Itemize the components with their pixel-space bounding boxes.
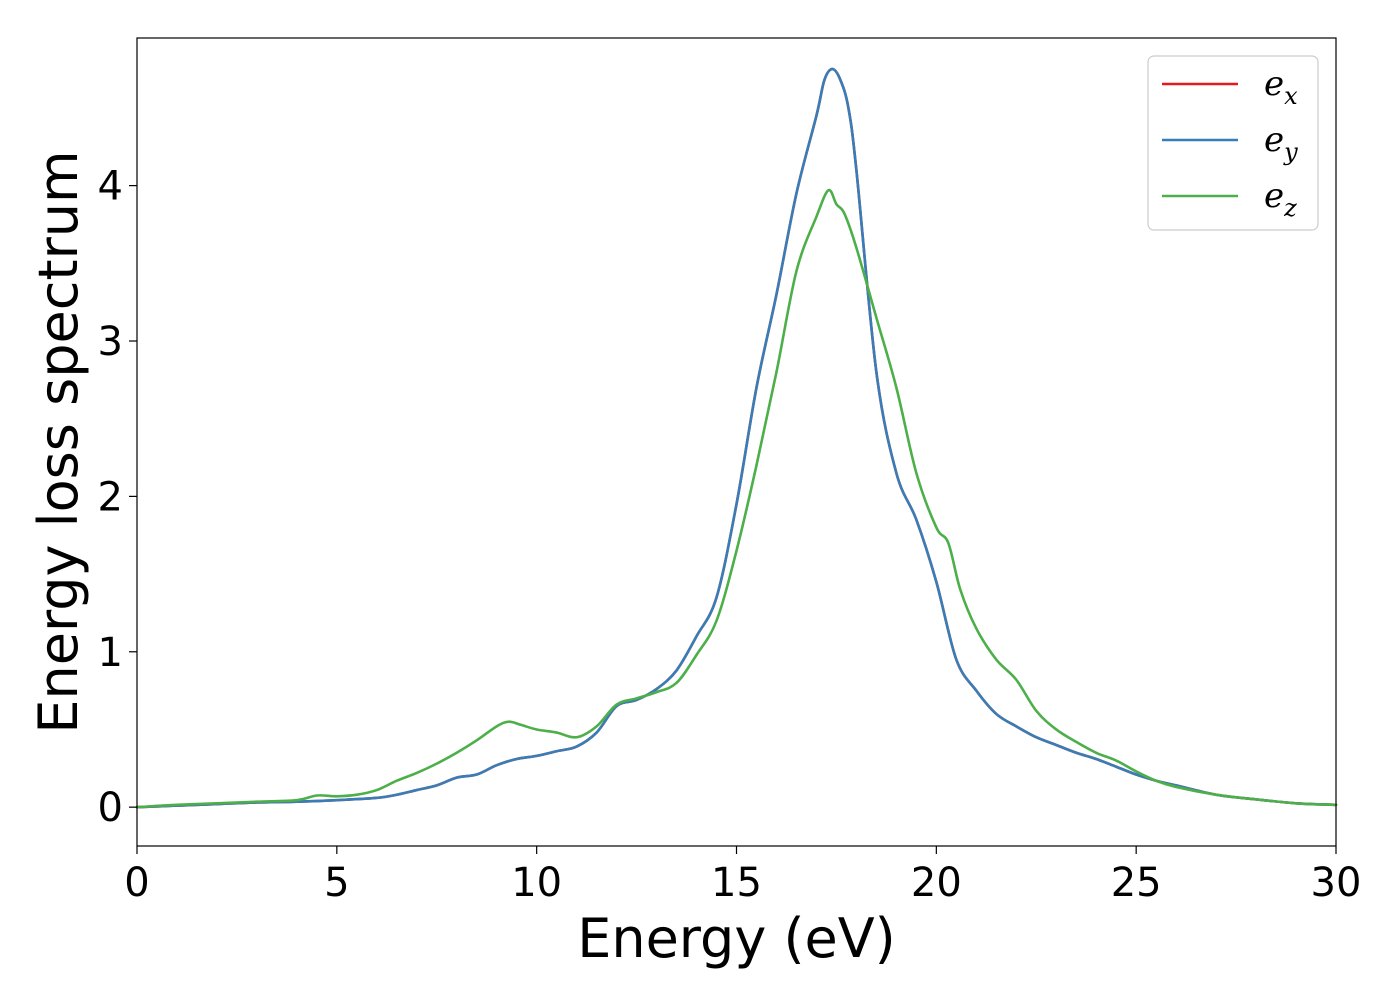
x-tick-label: 15 bbox=[711, 860, 762, 906]
y-axis-ticks: 0 1 2 3 4 bbox=[98, 164, 137, 831]
x-axis-ticks: 0 5 10 15 20 25 30 bbox=[124, 846, 1361, 906]
x-tick-label: 25 bbox=[1111, 860, 1162, 906]
legend-label-e-y: ey bbox=[1264, 120, 1298, 166]
y-tick-label: 2 bbox=[98, 474, 123, 520]
legend-label-e-x: ex bbox=[1264, 64, 1298, 110]
x-tick-label: 20 bbox=[911, 860, 962, 906]
series-layer bbox=[135, 67, 1338, 809]
x-tick-label: 10 bbox=[511, 860, 562, 906]
y-tick-label: 1 bbox=[98, 630, 123, 676]
legend-label-e-z: ez bbox=[1264, 176, 1297, 222]
y-tick-label: 4 bbox=[98, 164, 123, 210]
x-tick-label: 30 bbox=[1311, 860, 1362, 906]
x-tick-label: 0 bbox=[124, 860, 149, 906]
y-tick-label: 0 bbox=[98, 785, 123, 831]
legend: ex ey ez bbox=[1147, 55, 1319, 231]
legend-box bbox=[1147, 55, 1319, 231]
y-tick-label: 3 bbox=[98, 319, 123, 365]
plot-area bbox=[137, 38, 1336, 846]
x-axis-title: Energy (eV) bbox=[577, 907, 896, 970]
series-line-e-z bbox=[135, 188, 1338, 809]
y-axis-title: Energy loss spectrum bbox=[27, 150, 90, 733]
series-line-e-y bbox=[135, 67, 1338, 809]
x-tick-label: 5 bbox=[324, 860, 349, 906]
